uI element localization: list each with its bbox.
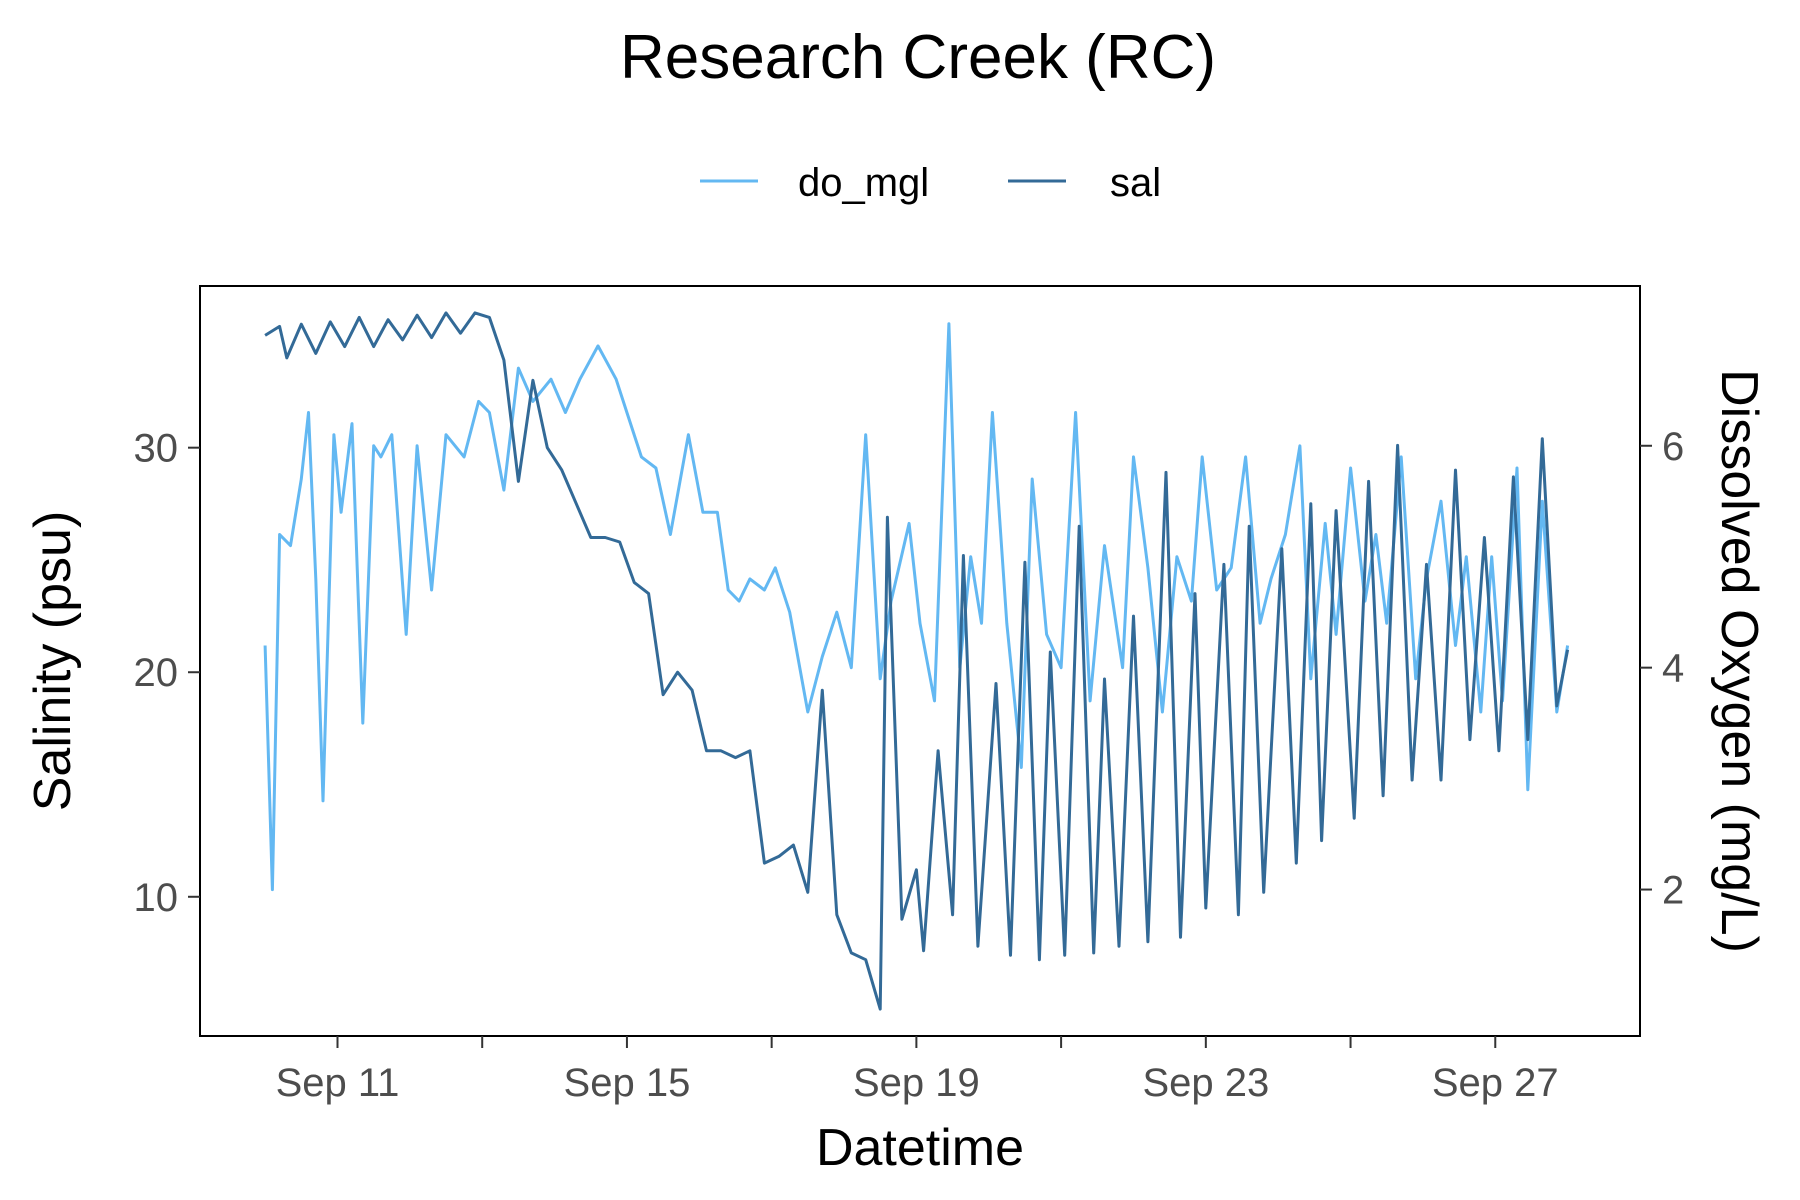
plot-layer: [263, 311, 1570, 1011]
y-right-tick-label: 4: [1662, 647, 1684, 691]
legend-label-do-mgl: do_mgl: [798, 161, 929, 205]
y-right-tick-label: 6: [1662, 425, 1684, 469]
plot-panel-border: [199, 285, 1641, 1037]
y-left-tick-label: 10: [134, 876, 179, 920]
y-right-tick-label: 2: [1662, 869, 1684, 913]
x-tick-label: Sep 19: [853, 1061, 980, 1105]
series-line-sal: [264, 311, 1570, 1011]
x-tick-label: Sep 27: [1432, 1061, 1559, 1105]
x-tick-label: Sep 15: [564, 1061, 691, 1105]
series-line-do-mgl: [263, 322, 1570, 892]
chart-title: Research Creek (RC): [620, 23, 1216, 92]
legend: do_mgl sal: [700, 161, 1161, 205]
y-left-tick-label: 30: [134, 427, 179, 471]
y-left-tick-label: 20: [134, 651, 179, 695]
y-axis-right-title: Dissolved Oxygen (mg/L): [1710, 369, 1768, 953]
y-axis-right: 2 4 6: [1640, 425, 1684, 913]
x-tick-label: Sep 11: [276, 1061, 400, 1105]
x-axis: Sep 11 Sep 15 Sep 19 Sep 23 Sep 27: [276, 1036, 1559, 1105]
y-axis-left-title: Salinity (psu): [24, 511, 82, 812]
legend-label-sal: sal: [1110, 161, 1161, 205]
x-tick-label: Sep 23: [1142, 1061, 1269, 1105]
x-axis-title: Datetime: [816, 1119, 1024, 1177]
y-axis-left: 10 20 30: [134, 427, 200, 920]
